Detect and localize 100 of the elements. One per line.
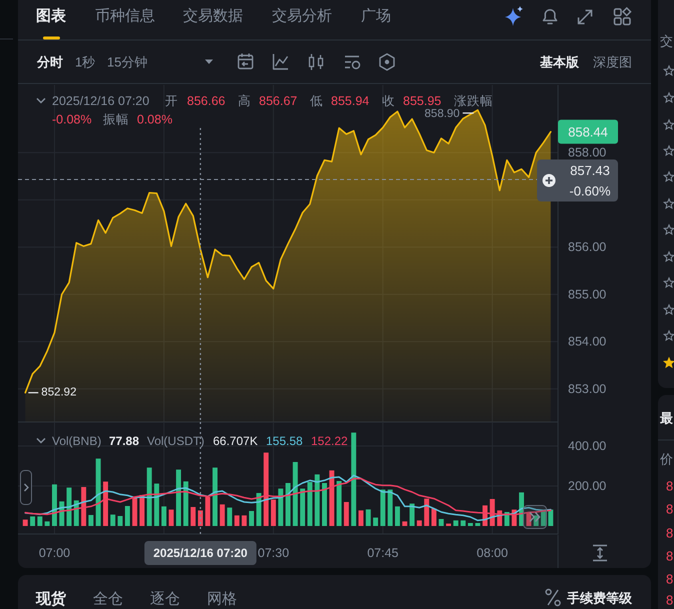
data-label: 852.92	[41, 386, 76, 399]
text: 基本版	[539, 54, 580, 70]
bar	[460, 520, 466, 526]
bar	[249, 511, 254, 526]
annotation: 低	[310, 94, 323, 108]
annotation: 高	[238, 93, 251, 108]
bar	[168, 510, 174, 526]
text: 8	[666, 478, 674, 494]
text: 交易分析	[272, 8, 332, 24]
bar	[344, 502, 349, 526]
annotation: 155.58	[266, 434, 304, 448]
bar	[161, 506, 166, 526]
bar	[540, 510, 546, 526]
text: 8	[666, 526, 674, 540]
bar	[358, 510, 364, 526]
bar	[394, 506, 400, 526]
bar	[154, 484, 160, 526]
bar	[322, 483, 327, 526]
bar	[292, 462, 298, 526]
bar	[351, 432, 356, 526]
bar	[212, 468, 218, 526]
bar	[176, 470, 182, 526]
bar	[431, 508, 436, 526]
bar	[468, 523, 473, 526]
data-label: 858.90	[424, 108, 460, 120]
bar	[118, 516, 123, 526]
bar	[242, 515, 247, 526]
bar	[256, 493, 262, 526]
y-tick-label: 200.00	[568, 479, 606, 493]
bar	[270, 500, 276, 526]
annotation: 855.94	[331, 94, 370, 108]
text: 最	[659, 410, 673, 426]
text: 交易数据	[183, 8, 243, 24]
ref-line-label: 2025/12/16 07:20	[153, 546, 248, 560]
bar	[314, 474, 320, 526]
bar	[22, 520, 28, 526]
annotation: 涨跌幅	[454, 94, 493, 108]
x-tick-label: 07:00	[38, 546, 70, 560]
bar	[52, 484, 57, 526]
bar	[30, 516, 36, 526]
text: 8	[666, 502, 674, 516]
bar	[416, 520, 422, 526]
bar	[519, 492, 524, 526]
bar	[198, 510, 203, 526]
x-tick-label: 07:45	[367, 546, 399, 560]
text: 逐仓	[150, 590, 180, 608]
text: 8	[666, 592, 674, 608]
text: 价	[659, 452, 673, 466]
bar	[366, 509, 371, 526]
y-tick-label: 855.00	[568, 287, 606, 302]
bar	[410, 504, 415, 526]
text: 广场	[361, 8, 391, 24]
annotation: 0.08%	[137, 112, 172, 126]
text: 图表	[36, 8, 67, 24]
bar	[286, 483, 290, 526]
bar	[373, 518, 378, 526]
bar	[453, 520, 458, 526]
text: 深度图	[593, 54, 632, 70]
annotation: 收	[382, 94, 395, 108]
annotation: 振幅	[103, 112, 129, 126]
bar	[88, 515, 94, 526]
bar	[146, 468, 152, 526]
bar	[336, 481, 342, 526]
y-tick-label: 856.00	[568, 240, 606, 254]
text: 8	[666, 572, 674, 586]
bar	[234, 515, 240, 526]
text: 币种信息	[95, 8, 155, 24]
bar	[307, 482, 312, 526]
annotation: 77.88	[109, 434, 140, 448]
bar	[110, 514, 116, 526]
bar	[388, 490, 393, 526]
annotation: 855.95	[403, 94, 442, 108]
text: 全仓	[93, 590, 123, 608]
bar	[380, 490, 386, 526]
text: 网格	[207, 590, 237, 608]
x-tick-label: 08:00	[476, 546, 508, 560]
y-tick-label: 858.00	[568, 146, 606, 160]
bar	[548, 510, 554, 526]
bar	[66, 488, 72, 526]
text: 手续费等级	[566, 590, 633, 606]
ref-line-label: 857.43	[570, 163, 610, 178]
text: 交	[660, 34, 673, 48]
text: -0.60%	[569, 184, 612, 198]
text: 1秒	[75, 54, 96, 70]
bar	[183, 481, 188, 526]
bar	[278, 488, 284, 526]
annotation: Vol(USDT)	[147, 434, 204, 448]
bar	[220, 504, 225, 526]
bar	[124, 506, 130, 526]
text: 现货	[35, 590, 67, 608]
text: 15分钟	[107, 54, 148, 70]
annotation: 2025/12/16 07:20	[52, 94, 150, 108]
annotation: -0.08%	[52, 112, 92, 126]
y-tick-label: 853.00	[568, 382, 606, 396]
annotation: 152.22	[311, 434, 348, 448]
bar	[190, 507, 196, 526]
bar	[475, 523, 480, 526]
bar	[37, 516, 42, 526]
bar	[96, 458, 101, 526]
annotation: Vol(BNB)	[52, 434, 102, 448]
